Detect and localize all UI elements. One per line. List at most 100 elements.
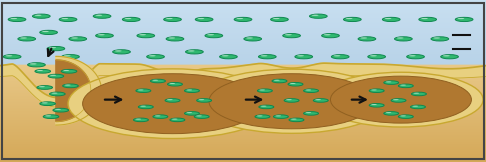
Ellipse shape — [196, 115, 202, 116]
Ellipse shape — [384, 81, 399, 84]
Ellipse shape — [71, 37, 78, 39]
Ellipse shape — [37, 70, 43, 71]
Ellipse shape — [50, 75, 56, 76]
Ellipse shape — [166, 18, 173, 19]
Ellipse shape — [395, 37, 412, 41]
Circle shape — [319, 72, 483, 127]
Ellipse shape — [382, 17, 400, 22]
Ellipse shape — [259, 55, 276, 59]
Ellipse shape — [346, 18, 352, 19]
Ellipse shape — [431, 37, 449, 41]
Ellipse shape — [244, 37, 261, 41]
Ellipse shape — [255, 115, 270, 118]
Ellipse shape — [48, 74, 64, 78]
Ellipse shape — [274, 115, 288, 118]
Ellipse shape — [441, 55, 458, 59]
Ellipse shape — [53, 108, 69, 112]
Ellipse shape — [222, 55, 228, 56]
Ellipse shape — [286, 99, 292, 100]
Ellipse shape — [169, 37, 175, 39]
Ellipse shape — [185, 89, 199, 93]
Ellipse shape — [259, 105, 274, 109]
Ellipse shape — [134, 118, 148, 122]
Ellipse shape — [205, 34, 223, 38]
Ellipse shape — [371, 104, 377, 105]
Circle shape — [195, 69, 388, 133]
Ellipse shape — [62, 55, 79, 59]
Ellipse shape — [310, 14, 327, 18]
Ellipse shape — [64, 55, 70, 56]
Ellipse shape — [168, 82, 182, 86]
Ellipse shape — [187, 89, 192, 90]
Ellipse shape — [400, 85, 406, 86]
Ellipse shape — [260, 89, 265, 90]
Ellipse shape — [285, 34, 292, 35]
Ellipse shape — [412, 92, 426, 96]
Ellipse shape — [306, 89, 311, 90]
Ellipse shape — [304, 112, 318, 115]
Ellipse shape — [52, 93, 57, 94]
Ellipse shape — [198, 18, 204, 19]
Ellipse shape — [391, 99, 406, 102]
Ellipse shape — [122, 17, 140, 22]
Ellipse shape — [65, 84, 70, 86]
Ellipse shape — [165, 99, 180, 102]
Ellipse shape — [172, 119, 177, 120]
Ellipse shape — [186, 50, 203, 54]
Ellipse shape — [113, 50, 130, 54]
Ellipse shape — [234, 17, 252, 22]
Ellipse shape — [397, 37, 403, 39]
Ellipse shape — [20, 37, 27, 39]
Ellipse shape — [361, 37, 367, 39]
Ellipse shape — [419, 17, 436, 22]
Ellipse shape — [195, 17, 213, 22]
Ellipse shape — [11, 18, 17, 19]
Ellipse shape — [369, 104, 384, 107]
Ellipse shape — [246, 37, 253, 39]
Ellipse shape — [409, 55, 416, 56]
Ellipse shape — [271, 17, 288, 22]
Ellipse shape — [185, 112, 199, 115]
Ellipse shape — [208, 34, 214, 35]
Ellipse shape — [35, 69, 51, 73]
Ellipse shape — [136, 89, 151, 93]
Ellipse shape — [98, 34, 104, 35]
Ellipse shape — [136, 119, 141, 120]
Ellipse shape — [43, 115, 59, 119]
Ellipse shape — [3, 55, 21, 59]
Ellipse shape — [261, 55, 267, 56]
Ellipse shape — [147, 55, 164, 59]
Ellipse shape — [384, 112, 399, 115]
Ellipse shape — [40, 102, 55, 106]
Ellipse shape — [443, 55, 450, 56]
Ellipse shape — [407, 55, 424, 59]
Ellipse shape — [194, 115, 209, 118]
Ellipse shape — [283, 34, 300, 38]
Ellipse shape — [399, 115, 413, 118]
Ellipse shape — [288, 82, 303, 86]
Ellipse shape — [434, 37, 440, 39]
Ellipse shape — [50, 92, 65, 96]
Ellipse shape — [96, 15, 102, 16]
Ellipse shape — [93, 14, 111, 18]
Ellipse shape — [55, 109, 61, 110]
Ellipse shape — [140, 106, 146, 107]
Ellipse shape — [400, 115, 406, 116]
Ellipse shape — [69, 37, 87, 41]
Polygon shape — [56, 56, 102, 125]
Ellipse shape — [261, 106, 266, 107]
Ellipse shape — [289, 118, 304, 122]
Ellipse shape — [62, 18, 68, 19]
Ellipse shape — [413, 106, 418, 107]
Ellipse shape — [324, 34, 330, 35]
Circle shape — [83, 74, 262, 134]
Ellipse shape — [315, 99, 321, 100]
Ellipse shape — [257, 115, 262, 116]
Ellipse shape — [153, 115, 168, 118]
Ellipse shape — [166, 37, 184, 41]
Ellipse shape — [291, 119, 296, 120]
Ellipse shape — [170, 83, 175, 84]
Ellipse shape — [155, 115, 160, 116]
Ellipse shape — [197, 99, 211, 102]
Ellipse shape — [63, 84, 78, 88]
